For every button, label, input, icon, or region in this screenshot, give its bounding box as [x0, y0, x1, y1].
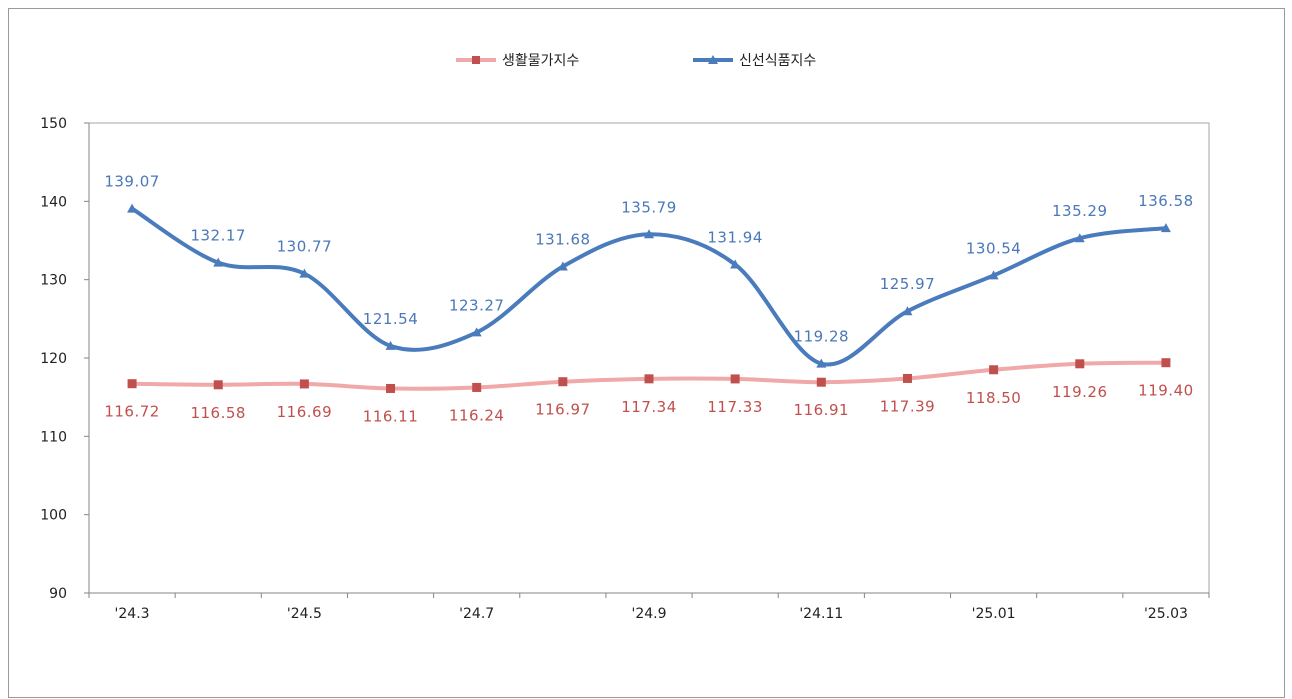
chart-axes: 90 100 110 120 130 140 150 '24.3 '24.5 '24.7 '24.9… [40, 116, 1210, 622]
data-point-marker [730, 374, 740, 384]
data-label: 119.26 [1052, 383, 1108, 401]
data-point-marker [299, 268, 310, 278]
data-label: 116.72 [104, 403, 160, 421]
data-point-marker [213, 380, 223, 390]
x-tick-label: '24.5 [287, 606, 322, 622]
data-label: 123.27 [449, 296, 505, 314]
data-point-marker [127, 203, 138, 213]
data-point-marker [902, 306, 913, 316]
data-point-marker [816, 358, 827, 368]
data-point-marker [988, 270, 999, 280]
y-tick-label: 100 [40, 508, 67, 524]
x-tick-label: '24.11 [799, 606, 843, 622]
data-point-marker [471, 327, 482, 337]
legend-item-living-index: 생활물가지수 [456, 53, 579, 69]
legend-label: 신선식품지수 [739, 53, 816, 69]
data-point-marker [299, 379, 309, 389]
data-label: 117.33 [707, 398, 763, 416]
x-tick-label: '24.3 [115, 606, 150, 622]
data-point-marker [213, 257, 224, 267]
legend-label: 생활물가지수 [502, 53, 579, 69]
x-tick-label: '24.7 [459, 606, 494, 622]
y-tick-label: 110 [40, 429, 67, 445]
data-label: 132.17 [190, 227, 246, 245]
data-labels: 116.72 116.58 116.69 116.11 116.24 116.97 117.… [104, 173, 1193, 426]
data-point-marker [127, 379, 137, 389]
data-label: 116.24 [449, 406, 505, 424]
data-label: 125.97 [880, 275, 936, 293]
line-chart: 90 100 110 120 130 140 150 '24.3 '24.5 '24.7 '24.9… [40, 53, 1210, 622]
legend-item-fresh-food-index: 신선식품지수 [693, 53, 816, 69]
data-label: 130.77 [277, 238, 333, 256]
data-point-marker [1074, 233, 1085, 243]
data-label: 119.40 [1138, 382, 1194, 400]
data-point-marker [1075, 359, 1085, 369]
data-point-marker [557, 261, 568, 271]
data-label: 116.91 [794, 401, 850, 419]
data-point-marker [902, 373, 912, 383]
series-living-index [127, 358, 1171, 393]
data-label: 118.50 [966, 389, 1022, 407]
legend-marker [708, 55, 718, 64]
legend-marker [472, 56, 480, 64]
plot-area [88, 122, 1210, 594]
chart-legend: 생활물가지수 신선식품지수 [456, 53, 816, 69]
data-label: 135.79 [621, 198, 677, 216]
data-point-marker [558, 377, 568, 387]
data-point-marker [1161, 358, 1171, 368]
data-point-marker [816, 377, 826, 387]
data-label: 119.28 [794, 328, 850, 346]
x-tick-label: '25.01 [972, 606, 1016, 622]
y-tick-label: 120 [40, 351, 67, 367]
data-label: 131.68 [535, 231, 591, 249]
data-label: 135.29 [1052, 202, 1108, 220]
data-point-marker [989, 365, 999, 375]
chart-frame: 90 100 110 120 130 140 150 '24.3 '24.5 '24.7 '24.9… [8, 8, 1285, 698]
data-label: 116.69 [277, 403, 333, 421]
data-label: 116.58 [190, 404, 246, 422]
data-point-marker [730, 259, 741, 269]
data-label: 136.58 [1138, 192, 1194, 210]
x-tick-label: '24.9 [631, 606, 666, 622]
y-tick-label: 140 [40, 194, 67, 210]
data-label: 121.54 [363, 310, 419, 328]
data-label: 116.11 [363, 407, 419, 425]
y-tick-label: 90 [49, 586, 67, 602]
data-point-marker [644, 374, 654, 384]
data-label: 131.94 [707, 228, 763, 246]
series-layer [127, 203, 1171, 393]
series-fresh-food-index [127, 203, 1171, 368]
data-label: 116.97 [535, 401, 591, 419]
y-tick-label: 130 [40, 273, 67, 289]
data-point-marker [644, 229, 654, 239]
y-tick-label: 150 [40, 116, 67, 132]
data-point-marker [385, 340, 396, 350]
data-point-marker [472, 382, 482, 392]
data-label: 139.07 [104, 173, 160, 191]
data-point-marker [1160, 223, 1171, 233]
data-label: 130.54 [966, 239, 1022, 257]
data-point-marker [386, 383, 396, 393]
data-label: 117.34 [621, 398, 677, 416]
data-label: 117.39 [880, 397, 936, 415]
x-tick-label: '25.03 [1144, 606, 1188, 622]
